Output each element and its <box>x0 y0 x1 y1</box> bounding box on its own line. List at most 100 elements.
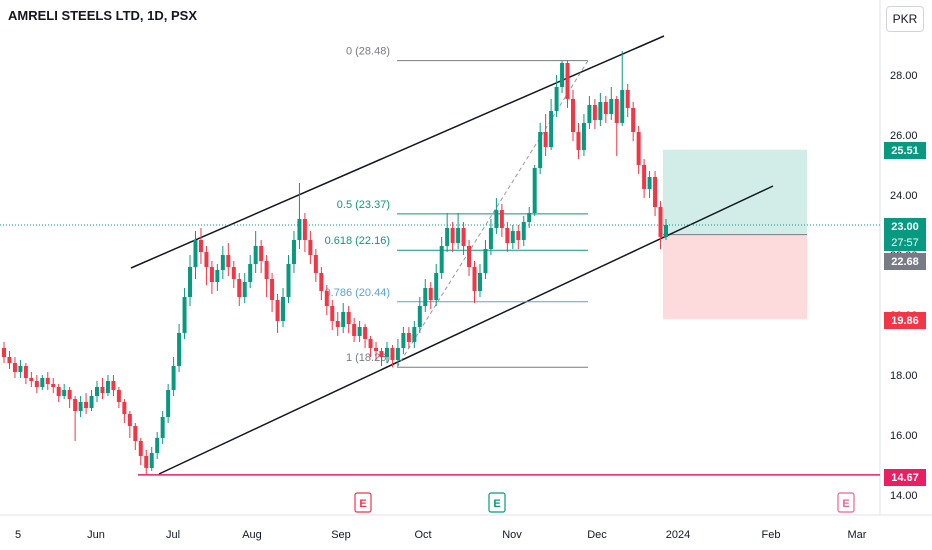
candle-body <box>133 426 138 441</box>
candle-body <box>384 348 389 357</box>
candle-body <box>34 381 39 387</box>
candle-body <box>281 297 286 321</box>
candle-body <box>417 306 422 327</box>
candle-body <box>499 210 504 228</box>
candle-body <box>242 282 247 297</box>
candle-body <box>532 168 537 213</box>
y-tick-label: 28.00 <box>890 70 918 82</box>
candle-body <box>127 414 132 426</box>
candle-body <box>560 63 565 87</box>
candle-body <box>215 270 220 282</box>
x-tick-label: Jul <box>166 529 180 541</box>
candle-body <box>231 267 236 279</box>
candle-countdown: 27:57 <box>884 234 926 251</box>
candle-body <box>45 378 50 384</box>
candle-body <box>467 246 472 267</box>
candle-body <box>7 357 12 363</box>
price-label-entry: 22.68 <box>884 253 926 270</box>
y-tick-label: 14.00 <box>890 490 918 502</box>
candle-body <box>264 261 269 279</box>
candle-body <box>100 387 105 393</box>
earnings-marker <box>488 492 506 513</box>
currency-button[interactable]: PKR <box>886 6 924 32</box>
candle-body <box>116 390 121 402</box>
candle-body <box>434 273 439 300</box>
candle-body <box>565 63 570 99</box>
candle-body <box>658 207 663 237</box>
x-tick-label: 2024 <box>666 529 690 541</box>
candle-body <box>23 366 28 378</box>
loss-zone <box>663 234 807 320</box>
y-tick-label: 18.00 <box>890 370 918 382</box>
candle-body <box>155 438 160 453</box>
candle-body <box>587 105 592 123</box>
x-tick-label: Dec <box>587 529 607 541</box>
candle-body <box>516 231 521 240</box>
candle-body <box>308 240 313 255</box>
candle-body <box>335 321 340 327</box>
candle-body <box>171 366 176 390</box>
candle-body <box>379 351 384 357</box>
price-label-current: 23.00 <box>884 218 926 235</box>
candle-body <box>401 333 406 348</box>
candle-body <box>352 324 357 336</box>
candle-body <box>188 267 193 297</box>
candle-body <box>581 123 586 150</box>
candle-body <box>390 348 395 360</box>
candle-body <box>406 333 411 342</box>
candle-body <box>51 384 56 387</box>
candle-body <box>270 279 275 300</box>
candle-body <box>286 264 291 297</box>
candle-body <box>527 213 532 222</box>
candle-body <box>625 90 630 108</box>
x-tick-label: Oct <box>414 529 431 541</box>
candle-body <box>275 300 280 321</box>
candle-body <box>78 402 83 411</box>
x-tick-label: Feb <box>762 529 781 541</box>
x-tick-label: Jun <box>87 529 105 541</box>
earnings-marker-label: E <box>493 498 500 510</box>
candle-body <box>374 348 379 351</box>
candle-body <box>477 273 482 291</box>
candle-body <box>357 327 362 336</box>
profit-zone <box>663 149 807 235</box>
candle-body <box>177 333 182 366</box>
price-label-support: 14.67 <box>884 469 926 486</box>
candle-body <box>149 453 154 468</box>
candle-body <box>346 312 351 324</box>
y-tick-label: 16.00 <box>890 430 918 442</box>
candle-body <box>237 279 242 297</box>
candle-body <box>664 225 668 237</box>
channel-lower-line <box>158 185 774 475</box>
candle-body <box>330 306 335 321</box>
candle-body <box>368 339 373 348</box>
candle-body <box>636 132 641 165</box>
candle-body <box>160 417 165 438</box>
price-label-stop: 19.86 <box>884 312 926 329</box>
earnings-marker <box>354 492 372 513</box>
x-tick-label: 5 <box>15 529 21 541</box>
fib-level-label: 0.786 (20.44) <box>325 287 390 299</box>
candle-body <box>576 132 581 150</box>
chart-title: AMRELI STEELS LTD, 1D, PSX <box>8 8 198 23</box>
candle-body <box>631 108 636 132</box>
candle-body <box>543 132 548 147</box>
candle-body <box>549 111 554 147</box>
candle-body <box>67 390 72 399</box>
candle-body <box>166 390 171 417</box>
candle-body <box>62 390 67 396</box>
candle-body <box>84 402 89 408</box>
fib-level-label: 0.5 (23.37) <box>337 199 390 211</box>
candle-body <box>570 99 575 132</box>
candle-body <box>488 228 493 249</box>
candle-body <box>341 312 346 327</box>
candle-body <box>29 378 34 381</box>
candle-body <box>253 246 258 264</box>
candle-body <box>193 240 198 267</box>
y-tick-label: 26.00 <box>890 130 918 142</box>
candle-body <box>554 87 559 111</box>
candle-body <box>428 288 433 300</box>
candle-body <box>472 267 477 291</box>
candle-body <box>56 387 61 396</box>
